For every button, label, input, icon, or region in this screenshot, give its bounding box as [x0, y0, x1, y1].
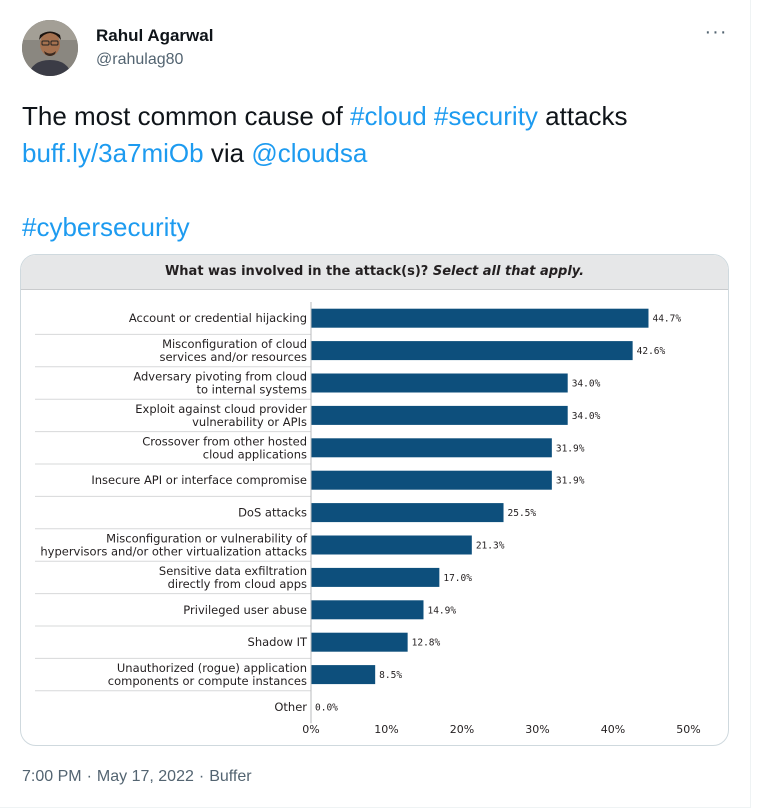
bar — [311, 632, 408, 652]
category-label-line: hypervisors and/or other virtualization … — [40, 545, 307, 559]
display-name[interactable]: Rahul Agarwal — [96, 26, 214, 45]
category-label: Misconfiguration or vulnerability of hype… — [40, 532, 308, 559]
handle[interactable]: @rahulag80 — [96, 51, 184, 68]
x-tick-label: 0% — [302, 723, 319, 736]
mention-cloudsa-link[interactable]: @cloudsa — [251, 138, 368, 168]
hashtag-cybersecurity-link[interactable]: #cybersecurity — [22, 212, 190, 242]
bar-value-label: 12.8% — [412, 638, 441, 649]
category-label-line: Account or credential hijacking — [129, 311, 307, 325]
tweet-text-line-4: #cybersecurity — [22, 209, 732, 246]
bar — [311, 567, 440, 587]
bar-value-label: 21.3% — [476, 541, 505, 552]
category-label-line: Misconfiguration or vulnerability of — [106, 532, 308, 546]
bar — [311, 438, 552, 458]
bar-value-label: 14.9% — [427, 605, 456, 616]
category-label: Sensitive data exfiltration directly from… — [159, 564, 307, 591]
tweet-text-blank-line — [22, 172, 732, 209]
category-label: Exploit against cloud provider vulnerabil… — [135, 402, 307, 429]
category-label-line: Misconfiguration of cloud — [162, 337, 307, 351]
category-label-line: Insecure API or interface compromise — [91, 473, 307, 487]
chart-title: What was involved in the attack(s)? Sele… — [21, 255, 728, 290]
bar — [311, 535, 472, 555]
bar-value-label: 31.9% — [556, 443, 585, 454]
meta-separator: · — [198, 768, 205, 785]
category-label: Privileged user abuse — [183, 603, 307, 617]
avatar-image — [22, 20, 78, 76]
bar-value-label: 42.6% — [637, 346, 666, 357]
chart-title-bold: What was involved in the attack(s)? — [164, 264, 433, 279]
tweet-text-part: The most common cause of — [22, 101, 351, 131]
tweet-text-part: attacks — [537, 101, 628, 131]
tweet-text-space — [427, 101, 434, 131]
bar — [311, 470, 552, 490]
tweet-text-line-1: The most common cause of #cloud #securit… — [22, 98, 732, 135]
more-options-button[interactable]: ··· — [700, 22, 732, 46]
x-tick-label: 50% — [676, 723, 700, 736]
category-label: Insecure API or interface compromise — [91, 473, 307, 487]
category-label: DoS attacks — [238, 506, 307, 520]
category-label-line: Crossover from other hosted — [142, 434, 307, 448]
category-label: Adversary pivoting from cloud to internal… — [133, 370, 307, 397]
x-tick-label: 20% — [450, 723, 474, 736]
bar — [311, 373, 568, 393]
short-url-link[interactable]: buff.ly/3a7miOb — [22, 138, 204, 168]
bar-value-label: 17.0% — [443, 573, 472, 584]
category-label-line: Exploit against cloud provider — [135, 402, 307, 416]
media-image-card[interactable]: What was involved in the attack(s)? Sele… — [20, 254, 729, 746]
x-tick-label: 30% — [525, 723, 549, 736]
category-label: Misconfiguration of cloud services and/or… — [159, 337, 307, 364]
category-label-line: Shadow IT — [248, 635, 308, 649]
bar — [311, 308, 649, 328]
tweet-source-link[interactable]: Buffer — [209, 768, 252, 785]
bar — [311, 503, 504, 523]
category-label-line: DoS attacks — [238, 506, 307, 520]
chart-title-italic: Select all that apply. — [432, 264, 585, 279]
bar — [311, 600, 424, 620]
category-label: Account or credential hijacking — [129, 311, 307, 325]
bar — [311, 665, 376, 685]
category-label: Unauthorized (rogue) application componen… — [108, 661, 307, 688]
bar-value-label: 34.0% — [572, 379, 601, 390]
category-label-line: cloud applications — [203, 447, 307, 461]
category-label-line: Adversary pivoting from cloud — [133, 370, 307, 384]
more-icon: ··· — [704, 21, 728, 43]
bar-value-label: 34.0% — [572, 411, 601, 422]
hashtag-cloud-link[interactable]: #cloud — [350, 101, 427, 131]
bar-value-label: 31.9% — [556, 476, 585, 487]
category-label-line: to internal systems — [196, 383, 307, 397]
tweet-time-link[interactable]: 7:00 PM — [22, 768, 82, 785]
bar-value-label: 44.7% — [652, 314, 681, 325]
category-label: Crossover from other hosted cloud applica… — [142, 434, 307, 461]
category-label: Other — [274, 700, 307, 714]
avatar[interactable] — [22, 20, 78, 76]
tweet-text-part: via — [203, 138, 252, 168]
tweet-meta: 7:00 PM · May 17, 2022 · Buffer — [22, 768, 252, 786]
category-label-line: Privileged user abuse — [183, 603, 307, 617]
x-tick-label: 40% — [601, 723, 625, 736]
category-label-line: Sensitive data exfiltration — [159, 564, 307, 578]
category-label: Shadow IT — [248, 635, 308, 649]
meta-separator: · — [86, 768, 92, 785]
bar — [311, 405, 568, 425]
category-label-line: Unauthorized (rogue) application — [117, 661, 307, 675]
x-tick-label: 10% — [374, 723, 398, 736]
category-label-line: directly from cloud apps — [168, 577, 307, 591]
category-label-line: vulnerability or APIs — [192, 415, 307, 429]
category-label-line: components or compute instances — [108, 674, 307, 688]
bar — [311, 341, 633, 361]
bar-value-label: 0.0% — [315, 703, 338, 714]
tweet-text: The most common cause of #cloud #securit… — [22, 98, 732, 246]
category-label-line: Other — [274, 700, 307, 714]
bar-chart: 44.7% Account or credential hijacking 42.6… — [35, 302, 701, 736]
tweet-text-line-2: buff.ly/3a7miOb via @cloudsa — [22, 135, 732, 172]
right-divider — [750, 0, 751, 808]
hashtag-security-link[interactable]: #security — [433, 101, 538, 131]
bar-value-label: 8.5% — [379, 670, 402, 681]
bar-value-label: 25.5% — [508, 508, 537, 519]
category-label-line: services and/or resources — [159, 350, 307, 364]
tweet-date-link[interactable]: May 17, 2022 — [96, 768, 194, 785]
